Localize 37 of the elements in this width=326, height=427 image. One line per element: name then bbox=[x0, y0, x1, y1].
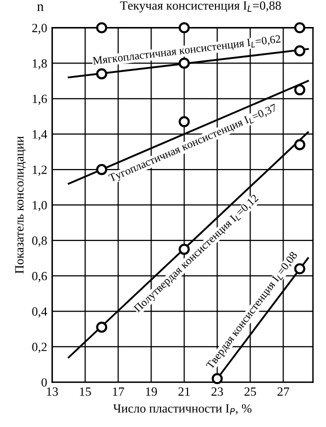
text: n bbox=[37, 4, 44, 11]
x-tick-label: 13 bbox=[47, 387, 58, 396]
point bbox=[178, 58, 190, 69]
text: Твердая консистенция I$_{L}$=0,08 bbox=[206, 251, 300, 371]
point bbox=[96, 68, 108, 80]
series-label: Текучая консистенция I$_{L}$=0,88 bbox=[120, 1, 281, 12]
y-tick-label: 1,0 bbox=[32, 200, 47, 212]
point bbox=[294, 45, 306, 56]
x-axis-title: Число пластичности I$_{P}$, % bbox=[113, 404, 252, 415]
x-tick-label: 27 bbox=[278, 387, 290, 396]
point bbox=[178, 22, 190, 34]
y-tick-label: 0,4 bbox=[32, 307, 48, 318]
y-tick-label: 1,4 bbox=[32, 130, 48, 140]
point bbox=[96, 164, 108, 176]
y-axis-title: Показатель консолидации bbox=[15, 136, 26, 274]
text: Мягкопластичная консистенция I$_{L}$=0,62 bbox=[92, 34, 281, 67]
point bbox=[212, 373, 223, 384]
y-tick-label: 1,8 bbox=[32, 59, 47, 70]
y-tick-label: 0 bbox=[42, 378, 47, 387]
point bbox=[294, 139, 306, 150]
x-tick-label: 15 bbox=[80, 387, 91, 396]
x-tick-label: 23 bbox=[212, 387, 223, 396]
y-tick-label: 0,2 bbox=[32, 342, 47, 353]
x-tick-label: 21 bbox=[178, 387, 190, 396]
text: Тугопластичная консистенция I$_{L}$=0,37 bbox=[108, 104, 278, 184]
y-tick-label: 0,6 bbox=[32, 272, 47, 282]
y-tick-label: 1,2 bbox=[32, 166, 47, 176]
x-tick-label: 19 bbox=[146, 387, 157, 396]
y-tick-label: 2,0 bbox=[32, 24, 47, 34]
y-tick-label: 0,8 bbox=[32, 236, 47, 247]
x-tick-label: 17 bbox=[113, 387, 124, 396]
point bbox=[96, 322, 108, 333]
y-tick-label: 1,6 bbox=[32, 94, 47, 105]
point bbox=[96, 22, 108, 34]
point bbox=[294, 22, 306, 34]
point bbox=[294, 84, 306, 96]
x-tick-label: 25 bbox=[244, 387, 256, 396]
